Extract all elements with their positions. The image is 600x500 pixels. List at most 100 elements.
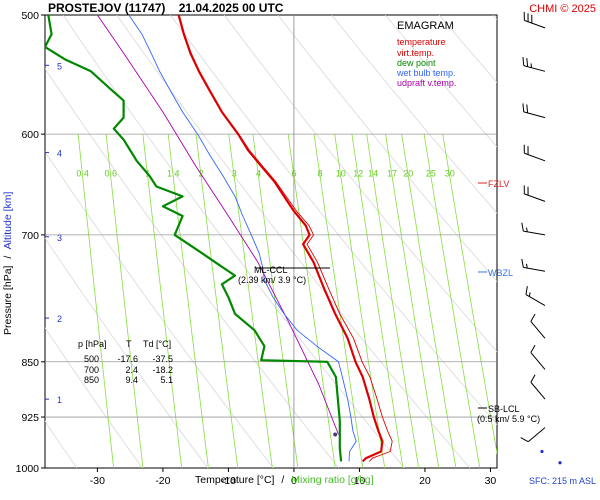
mixing-ratio-line bbox=[351, 134, 404, 468]
wind-barb-staff bbox=[523, 65, 546, 72]
wind-barb-flag bbox=[530, 313, 536, 322]
grid-layer bbox=[45, 15, 600, 468]
wind-barb-staff bbox=[530, 381, 546, 400]
temperature-tick-label: 10 bbox=[354, 475, 366, 487]
wind-barb-flag bbox=[522, 103, 525, 112]
table-row-850-td: 5.1 bbox=[160, 375, 173, 385]
wind-barb bbox=[520, 427, 546, 443]
wind-barb-half bbox=[525, 227, 528, 232]
mixing-ratio-line bbox=[313, 134, 364, 468]
table-row-500-p: 500 bbox=[84, 354, 99, 364]
wind-barb-flag bbox=[523, 144, 525, 154]
mixing-ratio-label: 10 bbox=[336, 168, 346, 178]
x-axis-label-temperature: Temperature [°C] bbox=[195, 474, 275, 486]
table-header-td: Td [°C] bbox=[143, 339, 171, 349]
mixing-ratio-label: 1.4 bbox=[167, 168, 180, 178]
legend: EMAGRAM temperature virt.temp. dew point… bbox=[396, 20, 456, 88]
series-wet-bulb-temp bbox=[128, 15, 357, 462]
series-temperature bbox=[177, 15, 384, 463]
mixing-ratio-label: 4 bbox=[256, 168, 261, 178]
altitude-tick-label: 5 bbox=[57, 61, 62, 71]
mixing-ratio-label: 17 bbox=[387, 168, 397, 178]
mixing-ratio-label: 12 bbox=[353, 168, 363, 178]
ml-ccl-detail: (2.39 km/ 3.9 °C) bbox=[238, 275, 306, 285]
series-dew-point bbox=[45, 15, 343, 462]
station-title: PROSTEJOV (11747) 21.04.2025 00 UTC bbox=[48, 1, 284, 15]
wind-barb-flag bbox=[523, 11, 525, 21]
mixing-ratio-label: 30 bbox=[445, 168, 455, 178]
mixing-ratio-line bbox=[423, 134, 481, 468]
mixing-ratio-line bbox=[366, 134, 419, 468]
wbzl-label: WBZL bbox=[488, 268, 513, 278]
mixing-ratio-line bbox=[195, 134, 239, 468]
surface-wind-point bbox=[540, 449, 544, 454]
wind-barb-staff bbox=[523, 266, 546, 272]
table-header-t: T bbox=[126, 339, 132, 349]
mixing-ratio-label: 14 bbox=[368, 168, 378, 178]
pressure-tick-label: 1000 bbox=[16, 463, 40, 475]
wind-barb bbox=[522, 103, 546, 119]
temperature-tick-label: 0 bbox=[291, 475, 297, 487]
wind-barb bbox=[521, 258, 546, 272]
mixing-ratio-line bbox=[77, 134, 114, 468]
legend-temperature: temperature bbox=[397, 37, 446, 47]
dry-adiabat bbox=[331, 15, 497, 214]
series-layer bbox=[45, 15, 393, 463]
pressure-tick-label: 925 bbox=[21, 412, 39, 424]
dry-adiabat bbox=[45, 151, 274, 468]
sfc-label: SFC: 215 m ASL bbox=[529, 476, 596, 486]
wind-barbs bbox=[520, 11, 562, 465]
dry-adiabat bbox=[45, 237, 209, 468]
wind-barb-flag bbox=[521, 222, 524, 232]
wind-barb-half bbox=[525, 263, 528, 269]
mixing-ratio-line bbox=[401, 134, 457, 468]
mixing-ratio-label: 25 bbox=[426, 168, 436, 178]
wind-barb-half bbox=[530, 63, 532, 68]
dry-adiabat bbox=[223, 15, 497, 353]
wind-barb-flag bbox=[526, 58, 529, 67]
wind-barb-flag bbox=[527, 146, 529, 155]
altitude-tick-label: 4 bbox=[57, 148, 62, 158]
surface-wind-point bbox=[558, 461, 562, 465]
wind-barb bbox=[525, 286, 546, 307]
x-axis-label-mixing: Mixing ratio [g/kg] bbox=[291, 474, 373, 486]
pressure-tick-label: 600 bbox=[21, 129, 39, 141]
pressure-tick-label: 700 bbox=[21, 230, 39, 242]
table-row-700-t: 2.4 bbox=[125, 365, 138, 375]
table-header-p: p [hPa] bbox=[78, 339, 107, 349]
wind-barb bbox=[523, 185, 546, 202]
wind-barb bbox=[530, 344, 546, 370]
altitude-tick-label: 2 bbox=[57, 314, 62, 324]
pressure-tick-label: 850 bbox=[21, 357, 39, 369]
mixing-ratio-labels: 0.4 0.6 1 1.4 2 3 4 6 8 10 12 14 17 20 25 30 bbox=[76, 168, 454, 178]
dry-adiabat bbox=[116, 15, 471, 468]
table-row-850-t: 9.4 bbox=[125, 375, 138, 385]
sb-lcl-label: SB-LCL bbox=[488, 404, 520, 414]
temperature-tick-label: 20 bbox=[419, 475, 431, 487]
table-row-500-td: -37.5 bbox=[152, 354, 173, 364]
table-row-700-p: 700 bbox=[84, 365, 99, 375]
wind-barb-flag bbox=[525, 286, 528, 295]
mixing-ratio-label: 3 bbox=[232, 168, 237, 178]
wind-barb bbox=[523, 11, 546, 29]
wind-barb-flag bbox=[527, 13, 529, 22]
y-axis-label-sep: / bbox=[2, 256, 14, 259]
dry-adiabat bbox=[492, 15, 497, 21]
mixing-ratio-line bbox=[105, 134, 144, 468]
wind-barb-flag bbox=[526, 104, 529, 113]
sounding-table: p [hPa] T Td [°C] 500 -17.6 -37.5 700 2.… bbox=[78, 339, 173, 385]
mixing-ratio-line bbox=[167, 134, 209, 468]
table-row-500-t: -17.6 bbox=[117, 354, 138, 364]
x-axis-label: Temperature [°C] / Mixing ratio [g/kg] bbox=[195, 474, 374, 486]
temperature-tick-label: 30 bbox=[485, 475, 497, 487]
sb-lcl-detail: (0.5 km/ 5.9 °C) bbox=[477, 414, 540, 424]
altitude-tick-label: 1 bbox=[57, 395, 62, 405]
legend-wet-bulb: wet bulb temp. bbox=[396, 68, 456, 78]
credit-label: CHMI © 2025 bbox=[529, 3, 596, 15]
dry-adiabat bbox=[547, 15, 600, 468]
mixing-ratio-line bbox=[334, 134, 386, 468]
mixing-ratio-line bbox=[385, 134, 440, 468]
pressure-tick-label: 500 bbox=[21, 10, 39, 22]
legend-title: EMAGRAM bbox=[397, 20, 454, 32]
